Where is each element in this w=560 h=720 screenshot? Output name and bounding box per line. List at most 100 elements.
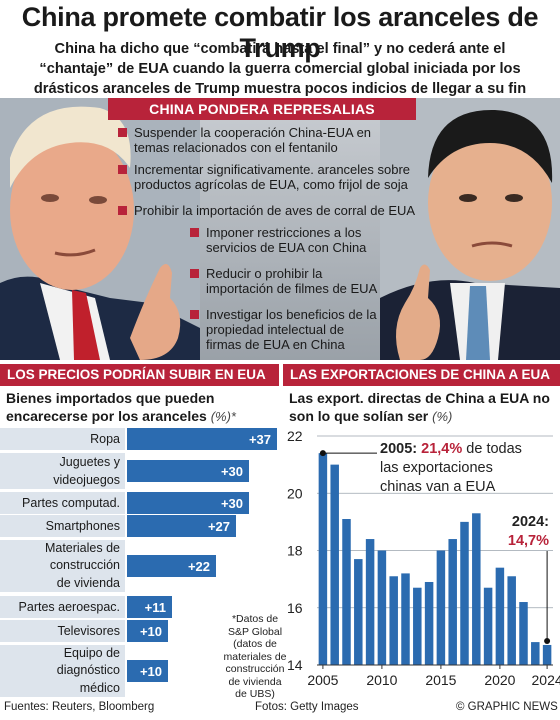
list-item: Reducir o prohibir la importación de fil… bbox=[190, 266, 386, 296]
category-label: Equipo de diagnóstico médico bbox=[0, 645, 125, 697]
bar-value-label: +30 bbox=[220, 463, 243, 479]
category-label: Partes aeroespac. bbox=[0, 596, 125, 618]
y-tick-label: 22 bbox=[287, 428, 303, 444]
list-item: Imponer restricciones a los servicios de… bbox=[190, 225, 386, 255]
bullet-icon bbox=[118, 165, 127, 174]
y-tick-label: 20 bbox=[287, 485, 303, 501]
exports-chart-title-text: Las export. directas de China a EUA no s… bbox=[289, 390, 550, 424]
bar bbox=[318, 453, 328, 665]
bar bbox=[127, 596, 172, 618]
bar bbox=[401, 573, 410, 665]
list-item-text: Suspender la cooperación China-EUA en te… bbox=[134, 125, 372, 155]
bar bbox=[377, 550, 387, 665]
bar-value-label: +11 bbox=[144, 599, 166, 615]
x-tick-label: 2010 bbox=[366, 672, 397, 688]
bar-value-label: +27 bbox=[207, 518, 230, 534]
list-item: Investigar los beneficios de la propieda… bbox=[190, 307, 381, 352]
bullet-icon bbox=[190, 269, 199, 278]
bar bbox=[389, 576, 398, 665]
y-tick-label: 16 bbox=[287, 600, 303, 616]
bar bbox=[365, 539, 375, 665]
bullet-icon bbox=[190, 310, 199, 319]
prices-chart-unit: (%)* bbox=[210, 409, 236, 424]
prices-panel-heading: LOS PRECIOS PODRÍAN SUBIR EN EUA bbox=[0, 364, 279, 386]
bar bbox=[127, 660, 168, 682]
bar bbox=[507, 576, 516, 665]
x-tick-label: 2015 bbox=[425, 672, 456, 688]
bullet-icon bbox=[190, 228, 199, 237]
bar bbox=[436, 550, 446, 665]
subtitle: China ha dicho que “combatirá hasta el f… bbox=[6, 39, 554, 99]
list-item-text: Reducir o prohibir la importación de fil… bbox=[206, 266, 378, 296]
retaliation-hero: CHINA PONDERA REPRESALIAS Suspender la c… bbox=[0, 98, 560, 360]
bullet-icon bbox=[118, 128, 127, 137]
bar bbox=[127, 515, 236, 537]
bar bbox=[531, 642, 540, 665]
bar bbox=[495, 567, 505, 665]
bar bbox=[483, 587, 493, 665]
bar-value-label: +10 bbox=[139, 663, 162, 679]
prices-footnote: *Datos de S&P Global (datos de materiale… bbox=[223, 613, 287, 700]
bar bbox=[342, 519, 351, 665]
page-title: China promete combatir los aranceles de … bbox=[21, 2, 539, 63]
exports-chart-unit: (%) bbox=[432, 409, 453, 424]
prices-chart-title-text: Bienes importados que pueden encarecerse… bbox=[6, 390, 215, 424]
bar-value-label: +22 bbox=[187, 558, 210, 574]
exports-panel-heading: LAS EXPORTACIONES DE CHINA A EUA bbox=[283, 364, 560, 386]
list-item: Incrementar significativamente. arancele… bbox=[118, 162, 434, 192]
subtitle-line: “chantaje” de EUA cuando la guerra comer… bbox=[39, 61, 521, 77]
list-item-text: Investigar los beneficios de la propieda… bbox=[206, 307, 377, 352]
bar-value-label: +30 bbox=[220, 495, 243, 511]
bar-value-label: +10 bbox=[139, 623, 162, 639]
bar bbox=[127, 428, 277, 450]
retaliation-list: Suspender la cooperación China-EUA en te… bbox=[0, 98, 560, 360]
trump-photo bbox=[0, 98, 200, 360]
category-label: Smartphones bbox=[0, 515, 125, 537]
bar bbox=[413, 587, 422, 665]
bar bbox=[127, 555, 216, 577]
bar bbox=[330, 464, 339, 665]
annotation-dot bbox=[544, 637, 551, 644]
category-label: Televisores bbox=[0, 620, 125, 642]
xi-photo bbox=[380, 98, 560, 360]
x-tick-label: 2005 bbox=[307, 672, 338, 688]
list-item-text: Incrementar significativamente. arancele… bbox=[134, 162, 411, 192]
prices-chart-title: Bienes importados que pueden encarecerse… bbox=[6, 389, 276, 426]
bar bbox=[127, 620, 168, 642]
y-tick-label: 14 bbox=[287, 657, 303, 673]
bar bbox=[448, 539, 457, 665]
annotation-2024-year: 2024: bbox=[512, 514, 549, 530]
bar bbox=[354, 559, 363, 665]
photo-credit: Fotos: Getty Images bbox=[255, 701, 359, 713]
category-label-text: Equipo de diagnóstico médico bbox=[56, 646, 120, 695]
list-item: Prohibir la importación de aves de corra… bbox=[118, 203, 444, 218]
annotation-2005-line2: las exportaciones bbox=[380, 460, 493, 476]
bar bbox=[542, 644, 552, 665]
list-item-text: Imponer restricciones a los servicios de… bbox=[206, 225, 367, 255]
annotation-2005-line3: chinas van a EUA bbox=[380, 479, 496, 495]
category-label-text: Materiales de construcción de vivienda bbox=[44, 541, 120, 590]
x-tick-label: 2020 bbox=[484, 672, 515, 688]
exports-chart-title: Las export. directas de China a EUA no s… bbox=[289, 389, 557, 426]
annotation-dot bbox=[319, 450, 326, 457]
bar-value-label: +37 bbox=[248, 431, 271, 447]
bullet-icon bbox=[118, 206, 127, 215]
sources: Fuentes: Reuters, Bloomberg bbox=[4, 701, 155, 713]
retaliation-heading: CHINA PONDERA REPRESALIAS bbox=[108, 98, 416, 120]
subtitle-line: drásticos aranceles de Trump muestra poc… bbox=[33, 81, 527, 97]
category-label-text: Juguetes y videojuegos bbox=[53, 455, 120, 487]
category-label: Partes computad. bbox=[0, 492, 125, 514]
annotation-2005: 2005: 21,4% de todas bbox=[380, 441, 522, 457]
category-label: Materiales de construcción de vivienda bbox=[0, 540, 125, 592]
subtitle-line: China ha dicho que “combatirá hasta el f… bbox=[54, 41, 506, 57]
bar bbox=[127, 492, 249, 514]
exports-bar-chart: 14 16 18 20 22 2005 2010 2015 2020 2024 2005: 21,4… bbox=[287, 428, 560, 688]
y-tick-label: 18 bbox=[287, 543, 303, 559]
annotation-2024-value: 14,7% bbox=[508, 533, 549, 549]
category-label: Ropa bbox=[0, 428, 125, 450]
bar bbox=[424, 581, 434, 665]
x-tick-label: 2024 bbox=[532, 672, 560, 688]
list-item-text: Prohibir la importación de aves de corra… bbox=[134, 203, 416, 218]
bar bbox=[127, 460, 249, 482]
bar bbox=[460, 521, 469, 665]
